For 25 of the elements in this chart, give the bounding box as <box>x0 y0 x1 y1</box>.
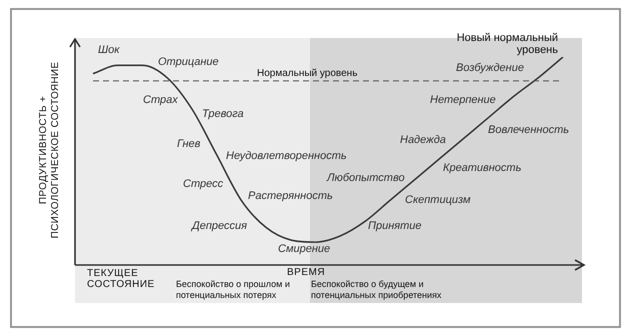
x-axis-title: ВРЕМЯ <box>287 267 326 278</box>
annotation: Неудовлетворенность <box>226 150 347 162</box>
annotation: Страх <box>143 94 178 106</box>
annotation: Любопытство <box>327 172 405 184</box>
text: ТЕКУЩЕЕ СОСТОЯНИЕ <box>87 268 156 290</box>
text: Беспокойство о будущем и потенциальных приобретениях <box>311 279 442 301</box>
text: Новый нормальный уровень <box>456 32 558 56</box>
annotation: Гнев <box>177 138 200 150</box>
annotation: Принятие <box>368 220 422 232</box>
y-axis-title: ПРОДУКТИВНОСТЬ + ПСИХОЛОГИЧЕСКОЕ СОСТОЯНИЕ <box>38 60 62 240</box>
text: Шок <box>98 44 120 56</box>
annotation: Креативность <box>443 162 522 174</box>
ref-line-label: Нормальный уровень <box>257 68 358 79</box>
annotation: Смирение <box>278 243 330 255</box>
annotation: Нетерпение <box>430 94 496 106</box>
annotation: Вовлеченность <box>488 124 570 136</box>
text: Беспокойство о прошлом и потенциальных потерях <box>176 279 291 301</box>
annotation: Надежда <box>400 134 446 146</box>
annotation: Депрессия <box>192 220 248 232</box>
annotation: Возбуждение <box>456 62 524 74</box>
annotation: Тревога <box>202 108 244 120</box>
annotation: Скептицизм <box>405 194 471 206</box>
annotation: Отрицание <box>158 56 219 68</box>
annotation: Стресс <box>183 178 224 190</box>
annotation: Растерянность <box>248 190 333 202</box>
